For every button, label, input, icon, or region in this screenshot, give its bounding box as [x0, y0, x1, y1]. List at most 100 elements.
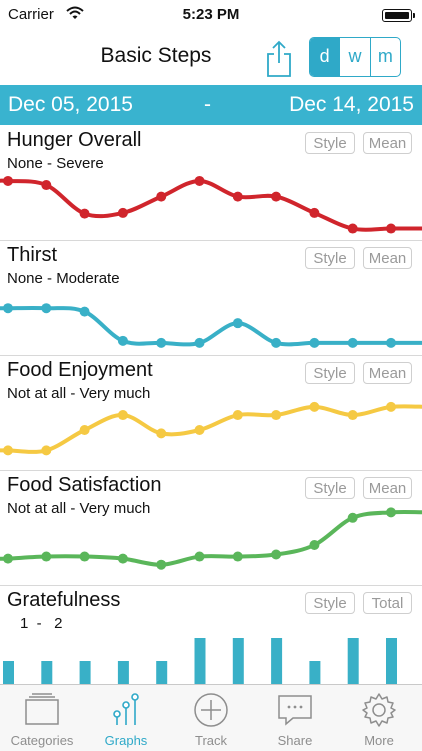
data-point	[194, 337, 205, 348]
data-point	[117, 207, 128, 218]
style-button[interactable]: Style	[305, 247, 355, 269]
data-point	[386, 401, 396, 412]
series-line	[0, 509, 422, 567]
segment-month[interactable]: m	[369, 38, 400, 76]
hunger-chart	[0, 175, 422, 234]
data-point	[41, 180, 52, 191]
data-point	[156, 191, 167, 202]
aggregate-button[interactable]: Total	[363, 592, 412, 614]
bar	[117, 661, 129, 684]
panel-title: Thirst	[7, 244, 57, 266]
gear-icon	[362, 693, 396, 727]
series-line	[0, 305, 422, 347]
data-point	[386, 337, 396, 348]
data-point	[41, 551, 52, 562]
wifi-icon	[66, 6, 84, 19]
panel-range: Not at all - Very much	[7, 500, 151, 517]
data-point	[232, 191, 243, 202]
data-point	[309, 401, 320, 412]
data-point	[156, 559, 167, 570]
aggregate-button[interactable]: Mean	[363, 477, 412, 499]
data-point	[347, 337, 358, 348]
panel-range: None - Severe	[7, 155, 104, 172]
tab-label: Categories	[10, 733, 74, 748]
tab-graphs[interactable]: Graphs	[84, 685, 168, 751]
data-point	[232, 318, 243, 329]
data-point	[79, 551, 90, 562]
tab-bar: Categories Graphs Track Share More	[0, 684, 422, 751]
bar	[156, 661, 168, 684]
data-point	[117, 335, 128, 346]
carrier-label: Carrier	[8, 6, 54, 23]
bar	[194, 638, 206, 684]
data-point	[271, 191, 282, 202]
graphs-icon	[113, 693, 139, 725]
bar	[271, 638, 283, 684]
aggregate-button[interactable]: Mean	[363, 132, 412, 154]
data-point	[194, 425, 205, 435]
tab-track[interactable]: Track	[169, 685, 253, 751]
bar	[309, 661, 321, 684]
gratefulness-chart	[3, 638, 397, 684]
tab-label: Share	[277, 733, 313, 748]
data-point	[3, 553, 13, 564]
data-point	[309, 337, 320, 348]
graph-panel-gratefulness[interactable]: Gratefulness 1 - 2 Style Total	[0, 586, 422, 684]
data-point	[232, 551, 243, 562]
panel-title: Food Enjoyment	[7, 359, 153, 381]
data-point	[41, 445, 52, 456]
bar	[232, 638, 244, 684]
data-point	[347, 512, 358, 523]
start-date: Dec 05, 2015	[8, 93, 133, 116]
graph-panel-thirst[interactable]: Thirst None - Moderate Style Mean	[0, 241, 422, 356]
data-point	[271, 410, 282, 421]
bar	[3, 661, 14, 684]
data-point	[309, 207, 320, 218]
data-point	[194, 175, 205, 186]
food-enjoyment-chart	[0, 401, 422, 456]
data-point	[79, 208, 90, 219]
date-separator: -	[204, 93, 211, 116]
thirst-chart	[0, 303, 422, 348]
panel-range: Not at all - Very much	[7, 385, 151, 402]
style-button[interactable]: Style	[305, 362, 355, 384]
period-segmented-control: d w m	[309, 37, 401, 77]
data-point	[386, 223, 396, 234]
aggregate-button[interactable]: Mean	[363, 247, 412, 269]
panel-title: Gratefulness	[7, 589, 121, 611]
end-date: Dec 14, 2015	[289, 93, 414, 116]
tab-more[interactable]: More	[337, 685, 421, 751]
graph-panel-hunger[interactable]: Hunger Overall None - Severe Style Mean	[0, 126, 422, 241]
navigation-bar: Basic Steps d w m	[0, 32, 422, 84]
data-point	[79, 425, 90, 435]
data-point	[3, 445, 13, 456]
data-point	[156, 428, 167, 439]
data-point	[41, 303, 52, 314]
tab-share[interactable]: Share	[253, 685, 337, 751]
aggregate-button[interactable]: Mean	[363, 362, 412, 384]
bar	[347, 638, 359, 684]
data-point	[271, 549, 282, 560]
share-chat-icon	[278, 695, 312, 726]
data-point	[271, 337, 282, 348]
data-point	[117, 410, 128, 421]
data-point	[194, 551, 205, 562]
graph-panel-food-enjoyment[interactable]: Food Enjoyment Not at all - Very much St…	[0, 356, 422, 471]
share-icon[interactable]	[262, 38, 296, 78]
panel-range: 1 - 2	[20, 615, 63, 632]
segment-day[interactable]: d	[310, 38, 340, 76]
graph-panel-food-satisfaction[interactable]: Food Satisfaction Not at all - Very much…	[0, 471, 422, 586]
tab-label: Graphs	[104, 733, 148, 748]
panel-range: None - Moderate	[7, 270, 120, 287]
segment-week[interactable]: w	[339, 38, 369, 76]
data-point	[3, 175, 13, 186]
tab-categories[interactable]: Categories	[0, 685, 84, 751]
data-point	[117, 553, 128, 564]
food-satisfaction-chart	[0, 507, 422, 570]
style-button[interactable]: Style	[305, 132, 355, 154]
date-range-bar[interactable]: Dec 05, 2015 - Dec 14, 2015	[0, 85, 422, 125]
style-button[interactable]: Style	[305, 592, 355, 614]
data-point	[347, 223, 358, 234]
series-line	[0, 404, 422, 454]
style-button[interactable]: Style	[305, 477, 355, 499]
